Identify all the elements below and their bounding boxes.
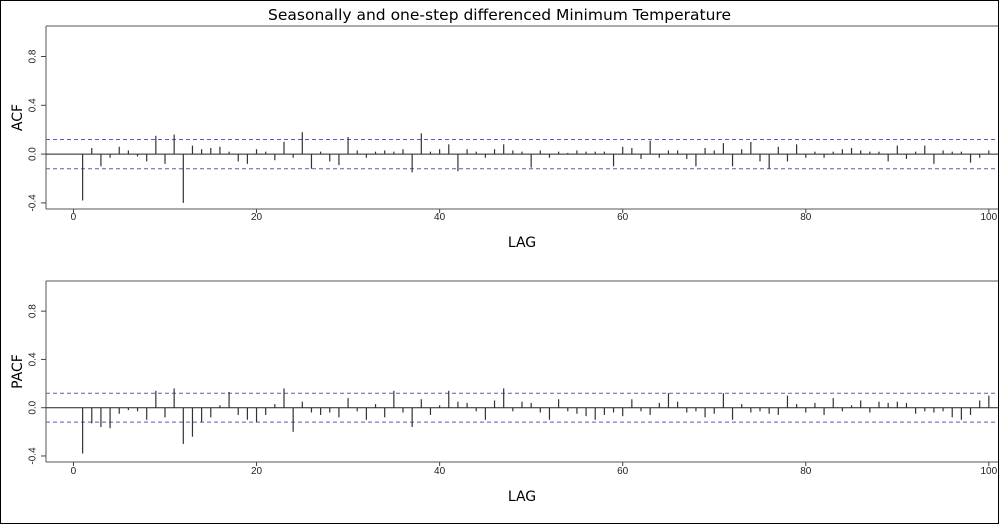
pacf-xtick-label: 80	[800, 466, 812, 477]
acf-xtick-label: 40	[434, 212, 446, 223]
pacf-xtick-label: 0	[71, 466, 77, 477]
pacf-xlabel: LAG	[508, 489, 536, 505]
acf-ytick-label: 0.0	[28, 147, 39, 161]
pacf-xtick-label: 100	[981, 466, 998, 477]
acf-xtick-label: 0	[71, 212, 77, 223]
acf-xtick-label: 20	[251, 212, 263, 223]
pacf-xtick-label: 20	[251, 466, 263, 477]
pacf-ylabel: PACF	[10, 354, 26, 389]
acf-ytick-label: -0.4	[28, 194, 39, 212]
acf-xlabel: LAG	[508, 235, 536, 251]
acf-xtick-label: 60	[617, 212, 629, 223]
pacf-ytick-label: 0.8	[28, 304, 39, 318]
acf-ytick-label: 0.8	[28, 49, 39, 63]
pacf-ytick-label: -0.4	[28, 447, 39, 465]
pacf-ytick-label: 0.0	[28, 400, 39, 414]
pacf-ytick-label: 0.4	[28, 352, 39, 366]
acf-xtick-label: 100	[981, 212, 998, 223]
acf-ytick-label: 0.4	[28, 98, 39, 112]
pacf-xtick-label: 60	[617, 466, 629, 477]
acf-xtick-label: 80	[800, 212, 812, 223]
pacf-xtick-label: 40	[434, 466, 446, 477]
chart-title: Seasonally and one-step differenced Mini…	[268, 6, 731, 24]
acf-ylabel: ACF	[10, 104, 26, 131]
